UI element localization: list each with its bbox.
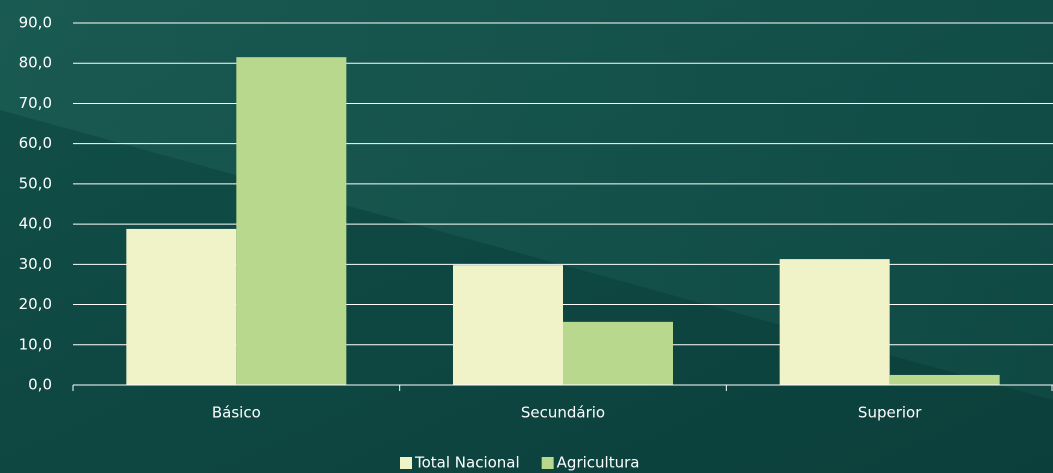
bar — [779, 259, 890, 385]
legend-swatch — [541, 457, 554, 469]
x-tick-label: Superior — [858, 404, 922, 422]
legend-label: Agricultura — [557, 454, 640, 472]
y-tick-label: 90,0 — [19, 14, 52, 32]
bar — [236, 57, 347, 385]
x-tick-label: Básico — [212, 404, 261, 422]
y-tick-label: 50,0 — [19, 174, 52, 192]
y-tick-label: 60,0 — [19, 134, 52, 152]
y-tick-label: 10,0 — [19, 335, 52, 353]
x-tick-label: Secundário — [521, 404, 605, 422]
legend-label: Total Nacional — [414, 454, 520, 472]
legend-swatch — [400, 457, 412, 469]
bar — [126, 228, 237, 385]
bar — [889, 374, 1000, 385]
y-tick-label: 30,0 — [19, 255, 52, 273]
y-tick-label: 20,0 — [19, 295, 52, 313]
bar — [453, 265, 563, 385]
y-tick-label: 0,0 — [28, 376, 52, 394]
y-tick-label: 80,0 — [19, 54, 52, 72]
bar — [563, 321, 673, 385]
y-tick-label: 40,0 — [19, 215, 52, 233]
y-tick-label: 70,0 — [19, 94, 52, 112]
